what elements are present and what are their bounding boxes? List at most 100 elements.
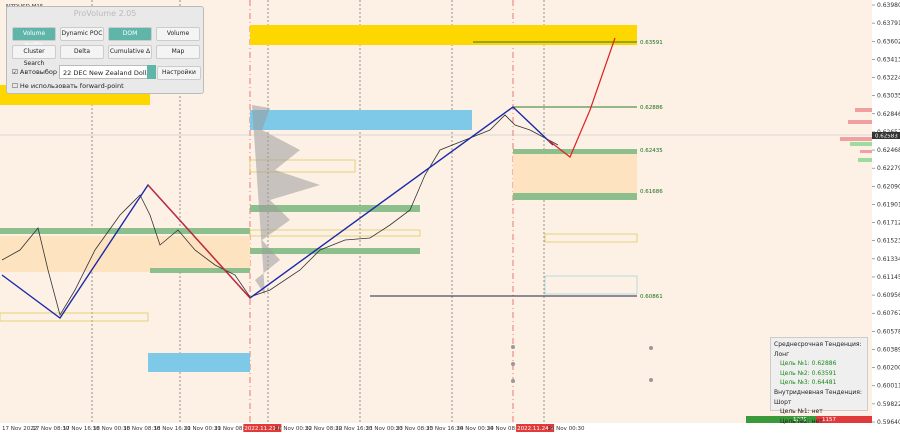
price-label: 0.62846 — [877, 111, 900, 118]
time-label: 21 Nov 00:30 — [184, 426, 222, 432]
forward-point[interactable]: ☐ Не использовать forward-point — [12, 82, 124, 90]
zone-outline-blue — [544, 275, 638, 295]
price-path — [1, 114, 559, 317]
volume-profile — [252, 105, 320, 295]
zones-outline — [0, 159, 638, 322]
trend-info: Среднесрочная Тенденция: Лонг Цель №1: 0… — [770, 337, 868, 425]
time-label: 22 Nov 08:30 — [305, 426, 343, 432]
forecast — [547, 37, 616, 158]
level-label: 0.62435 — [640, 148, 663, 154]
time-label: 2022.11.24 16:00 — [517, 426, 567, 432]
time-label: 17 Nov 16:30 — [63, 426, 101, 432]
time-label: 23 Nov 00:30 — [366, 426, 404, 432]
footer-buy-bg — [746, 416, 816, 423]
price-label: 0.63413 — [877, 56, 900, 63]
time-label: 17 Nov 2022 — [2, 426, 37, 432]
time-label: 22 Nov 00:30 — [275, 426, 313, 432]
forward-point-label: Не использовать forward-point — [19, 82, 124, 90]
footer-buy: 1275 — [793, 417, 807, 423]
time-marker-bg — [516, 424, 555, 432]
price-label: 0.61334 — [877, 256, 900, 263]
time-label: 23 Nov 08:30 — [396, 426, 434, 432]
dom-bars — [850, 142, 872, 162]
zone-range — [0, 236, 250, 272]
wave-red — [147, 184, 251, 299]
session-lines — [91, 0, 545, 423]
panel-button[interactable]: DOM — [108, 27, 152, 41]
price-label: 0.63791 — [877, 20, 900, 27]
intraday: Внутридневная Тенденция: Шорт — [774, 388, 862, 406]
price-label: 0.61145 — [877, 274, 900, 281]
price-label: 0.60389 — [877, 346, 900, 353]
instrument-select[interactable]: 22 DEC New Zealand Dollar — [59, 65, 155, 79]
target-dots — [511, 345, 653, 383]
auto-select-label: Автовыбор — [19, 68, 58, 76]
price-label: 0.60767 — [877, 310, 900, 317]
time-label: 18 Nov 08:30 — [123, 426, 161, 432]
auto-select[interactable]: ☑ Автовыбор — [12, 68, 58, 76]
time-label: 17 Nov 08:30 — [32, 426, 70, 432]
target: Цель №1: 0.62886 — [780, 360, 837, 368]
target: Цель №3: 0.64481 — [780, 379, 837, 387]
dom-bars — [840, 108, 872, 153]
level-label: 0.61686 — [640, 189, 663, 195]
time-marker-bg — [243, 424, 282, 432]
time-label: 21 Nov 08:30 — [214, 426, 252, 432]
target: Цель №2: нет — [780, 417, 823, 425]
time-label: 23 Nov 16:30 — [426, 426, 464, 432]
provolume-panel: ProVolume 2.05 Volume Profile Dynamic POC… — [6, 6, 204, 94]
price-label: 0.61523 — [877, 238, 900, 245]
level-label: 0.62886 — [640, 105, 663, 111]
panel-button[interactable]: Delta — [60, 45, 104, 59]
price-label: 0.62657 — [877, 129, 900, 136]
price-label: 0.60011 — [877, 383, 900, 390]
time-label: 24 Nov 00:30 — [457, 426, 495, 432]
level-label: 0.60861 — [640, 294, 663, 300]
footer-sell: 1157 — [822, 417, 836, 423]
target: Цель №1: нет — [780, 408, 823, 416]
zone-blue — [250, 110, 472, 130]
zone-range — [513, 153, 637, 193]
mid-term: Среднесрочная Тенденция: Лонг — [774, 341, 862, 358]
time-label: 24 Nov 08:30 — [487, 426, 525, 432]
time-label: 25 Nov 00:30 — [547, 426, 585, 432]
panel-button[interactable]: Cluster Search — [12, 45, 56, 67]
panel-button[interactable]: Map — [156, 45, 200, 59]
time-axis-bg — [0, 423, 872, 435]
price-label: 0.62279 — [877, 165, 900, 172]
zone-yellow — [250, 25, 637, 45]
price-label: 0.63980 — [877, 2, 900, 9]
price-label: 0.60200 — [877, 365, 900, 372]
price-label: 0.59640 — [877, 419, 900, 426]
time-label: 18 Nov 16:30 — [154, 426, 192, 432]
price-axis-bg — [872, 0, 900, 435]
price-label: 0.63224 — [877, 75, 900, 82]
price-label: 0.63035 — [877, 93, 900, 100]
level-label: 0.63591 — [640, 40, 663, 46]
zone-blue — [148, 353, 250, 372]
price-label: 0.61712 — [877, 220, 900, 227]
price-label: 0.60578 — [877, 328, 900, 335]
panel-button[interactable]: Cumulative Δ — [108, 45, 152, 59]
dropdown-arrow[interactable] — [147, 65, 156, 79]
panel-button[interactable]: Dynamic POC — [60, 27, 104, 41]
panel-button[interactable]: Volume — [156, 27, 200, 41]
current-price: 0.62583 — [875, 134, 898, 140]
price-label: 0.61901 — [877, 201, 900, 208]
price-label: 0.63602 — [877, 38, 900, 45]
target: Цель №2: 0.63591 — [780, 369, 837, 377]
settings-button[interactable]: Настройки — [157, 66, 201, 80]
footer-sell-bg — [816, 416, 872, 423]
time-label: 18 Nov 00:30 — [93, 426, 131, 432]
current-price-bg — [872, 132, 900, 139]
time-label: 22 Nov 16:30 — [335, 426, 373, 432]
zones-green — [0, 149, 637, 273]
price-label: 0.59822 — [877, 401, 900, 408]
price-label: 0.62468 — [877, 147, 900, 154]
time-label: 2022.11.21 05:45 — [244, 426, 294, 432]
price-label: 0.60956 — [877, 292, 900, 299]
price-label: 0.62090 — [877, 183, 900, 190]
panel-button[interactable]: Volume Profile — [12, 27, 56, 49]
panel-title: ProVolume 2.05 — [73, 9, 137, 18]
